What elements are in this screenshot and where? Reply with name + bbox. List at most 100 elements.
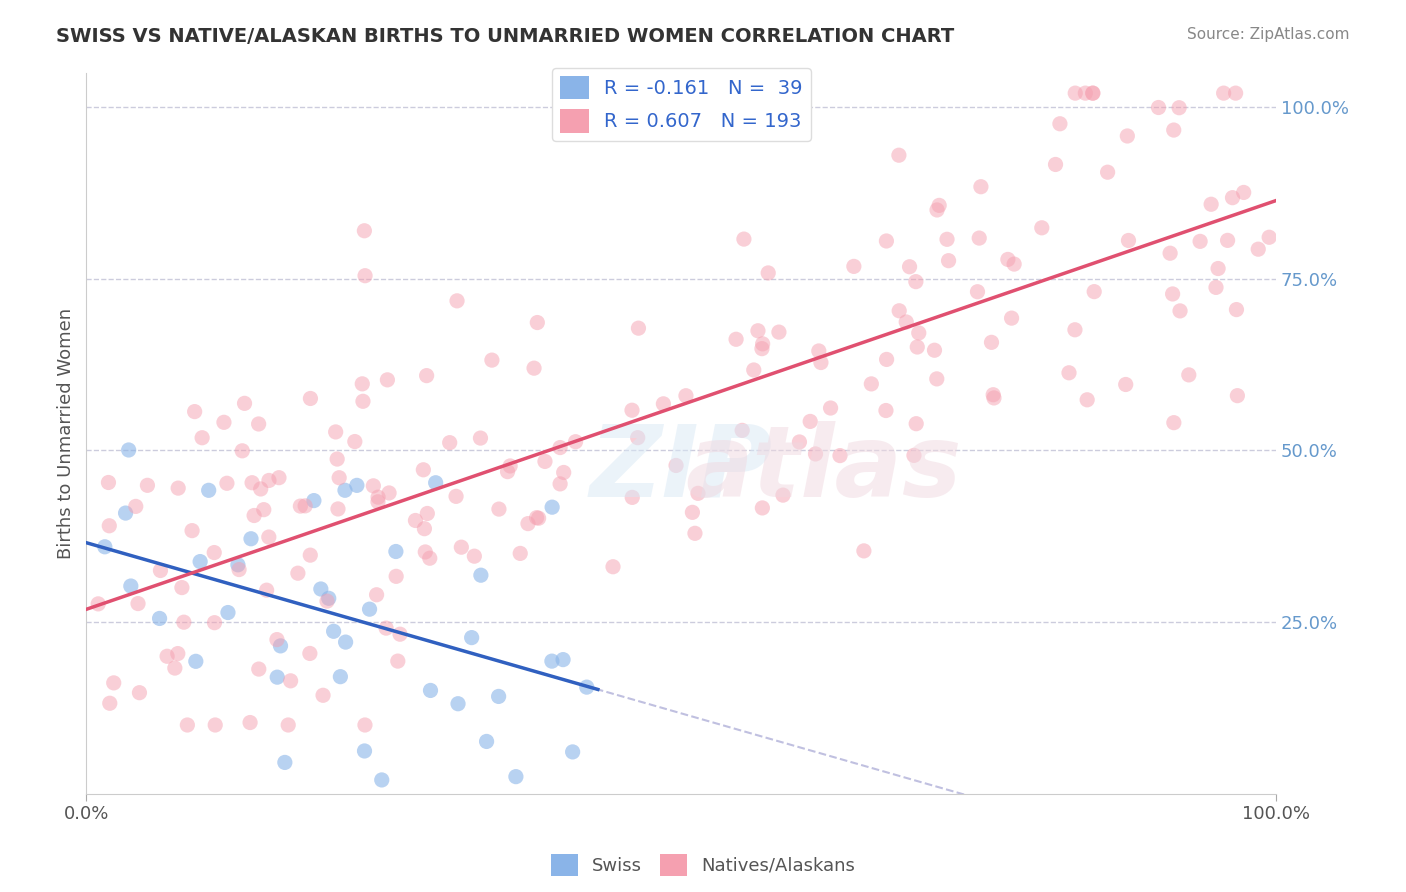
Point [87,597,110,611]
Point [665,458,688,473]
Point [534,454,557,468]
Point [329,670,352,684]
Point [363,479,385,493]
Point [470,431,492,445]
Point [98,518,121,533]
Point [1116,128,1139,143]
Point [287,566,309,581]
Point [413,522,436,536]
Point [387,654,409,668]
Point [167,481,190,495]
Point [548,441,571,455]
Point [240,532,263,546]
Point [247,417,270,431]
Y-axis label: Births to Unmarried Women: Births to Unmarried Women [58,308,75,558]
Point [983,391,1005,405]
Point [385,544,408,558]
Point [627,321,650,335]
Point [149,564,172,578]
Point [181,524,204,538]
Point [378,486,401,500]
Point [226,558,249,572]
Point [197,483,219,498]
Point [371,772,394,787]
Point [1168,101,1191,115]
Point [789,434,811,449]
Point [270,639,292,653]
Point [176,718,198,732]
Point [1147,101,1170,115]
Point [553,466,575,480]
Point [541,500,564,515]
Point [375,621,398,635]
Point [183,404,205,418]
Point [125,500,148,514]
Point [148,611,170,625]
Point [1189,235,1212,249]
Point [419,683,441,698]
Point [488,502,510,516]
Point [1247,242,1270,256]
Point [810,355,832,369]
Point [170,581,193,595]
Point [228,563,250,577]
Point [249,482,271,496]
Point [267,471,290,485]
Point [499,458,522,473]
Point [1081,86,1104,100]
Point [233,396,256,410]
Point [1225,86,1247,100]
Point [551,652,574,666]
Point [751,500,773,515]
Point [352,394,374,409]
Point [367,490,389,504]
Point [156,649,179,664]
Point [876,352,898,367]
Point [526,316,548,330]
Point [103,676,125,690]
Point [896,315,918,329]
Point [1064,323,1087,337]
Point [751,336,773,351]
Point [1258,230,1281,244]
Point [751,342,773,356]
Point [1000,311,1022,326]
Point [413,545,436,559]
Point [966,285,988,299]
Point [905,417,928,431]
Point [470,568,492,582]
Point [875,403,897,417]
Point [875,234,897,248]
Point [118,442,141,457]
Point [416,507,439,521]
Point [163,661,186,675]
Point [924,343,946,358]
Point [1083,285,1105,299]
Point [191,431,214,445]
Point [240,475,263,490]
Point [1081,86,1104,100]
Point [354,268,377,283]
Point [136,478,159,492]
Point [1064,86,1087,100]
Point [938,253,960,268]
Point [385,569,408,583]
Point [1159,246,1181,260]
Text: atlas: atlas [686,421,962,517]
Point [488,690,510,704]
Point [1205,280,1227,294]
Point [742,363,765,377]
Point [842,260,865,274]
Point [756,266,779,280]
Point [907,326,929,340]
Point [94,540,117,554]
Point [412,463,434,477]
Point [889,303,911,318]
Point [97,475,120,490]
Point [444,489,467,503]
Point [298,647,321,661]
Point [925,202,948,217]
Point [247,662,270,676]
Point [1115,377,1137,392]
Point [212,415,235,429]
